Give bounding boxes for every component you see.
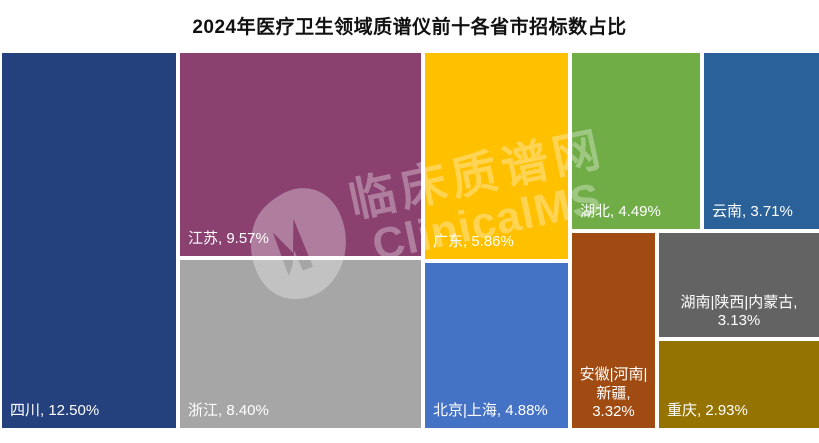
cell-label-sichuan: 四川, 12.50% xyxy=(10,402,100,420)
treemap-cell-jiangsu: 江苏, 9.57% xyxy=(180,53,421,256)
cell-label-zhejiang: 浙江, 8.40% xyxy=(188,402,269,420)
cell-label-chongqing: 重庆, 2.93% xyxy=(667,402,748,420)
cell-label-jiangsu: 江苏, 9.57% xyxy=(188,230,269,248)
cell-label-anhui-henan-xinjiang: 安徽|河南|新疆, 3.32% xyxy=(579,365,648,421)
treemap-cell-hubei: 湖北, 4.49% xyxy=(572,53,700,229)
treemap-cell-sichuan: 四川, 12.50% xyxy=(2,53,176,428)
treemap-cell-chongqing: 重庆, 2.93% xyxy=(659,341,819,428)
cell-label-guangdong: 广东, 5.86% xyxy=(433,233,514,251)
cell-label-beijing-shanghai: 北京|上海, 4.88% xyxy=(433,402,548,420)
treemap-cell-beijing-shanghai: 北京|上海, 4.88% xyxy=(425,263,568,428)
treemap-cell-yunnan: 云南, 3.71% xyxy=(704,53,819,229)
cell-label-hubei: 湖北, 4.49% xyxy=(580,203,661,221)
treemap-cell-hunan-shaanxi-neimenggu: 湖南|陕西|内蒙古, 3.13% xyxy=(659,233,819,337)
chart-title: 2024年医疗卫生领域质谱仪前十各省市招标数占比 xyxy=(192,17,627,38)
treemap-cell-anhui-henan-xinjiang: 安徽|河南|新疆, 3.32% xyxy=(572,233,655,428)
treemap-cell-zhejiang: 浙江, 8.40% xyxy=(180,260,421,428)
cell-label-hunan-shaanxi-neimenggu: 湖南|陕西|内蒙古, 3.13% xyxy=(680,293,798,330)
treemap-cell-guangdong: 广东, 5.86% xyxy=(425,53,568,259)
cell-label-yunnan: 云南, 3.71% xyxy=(712,203,793,221)
